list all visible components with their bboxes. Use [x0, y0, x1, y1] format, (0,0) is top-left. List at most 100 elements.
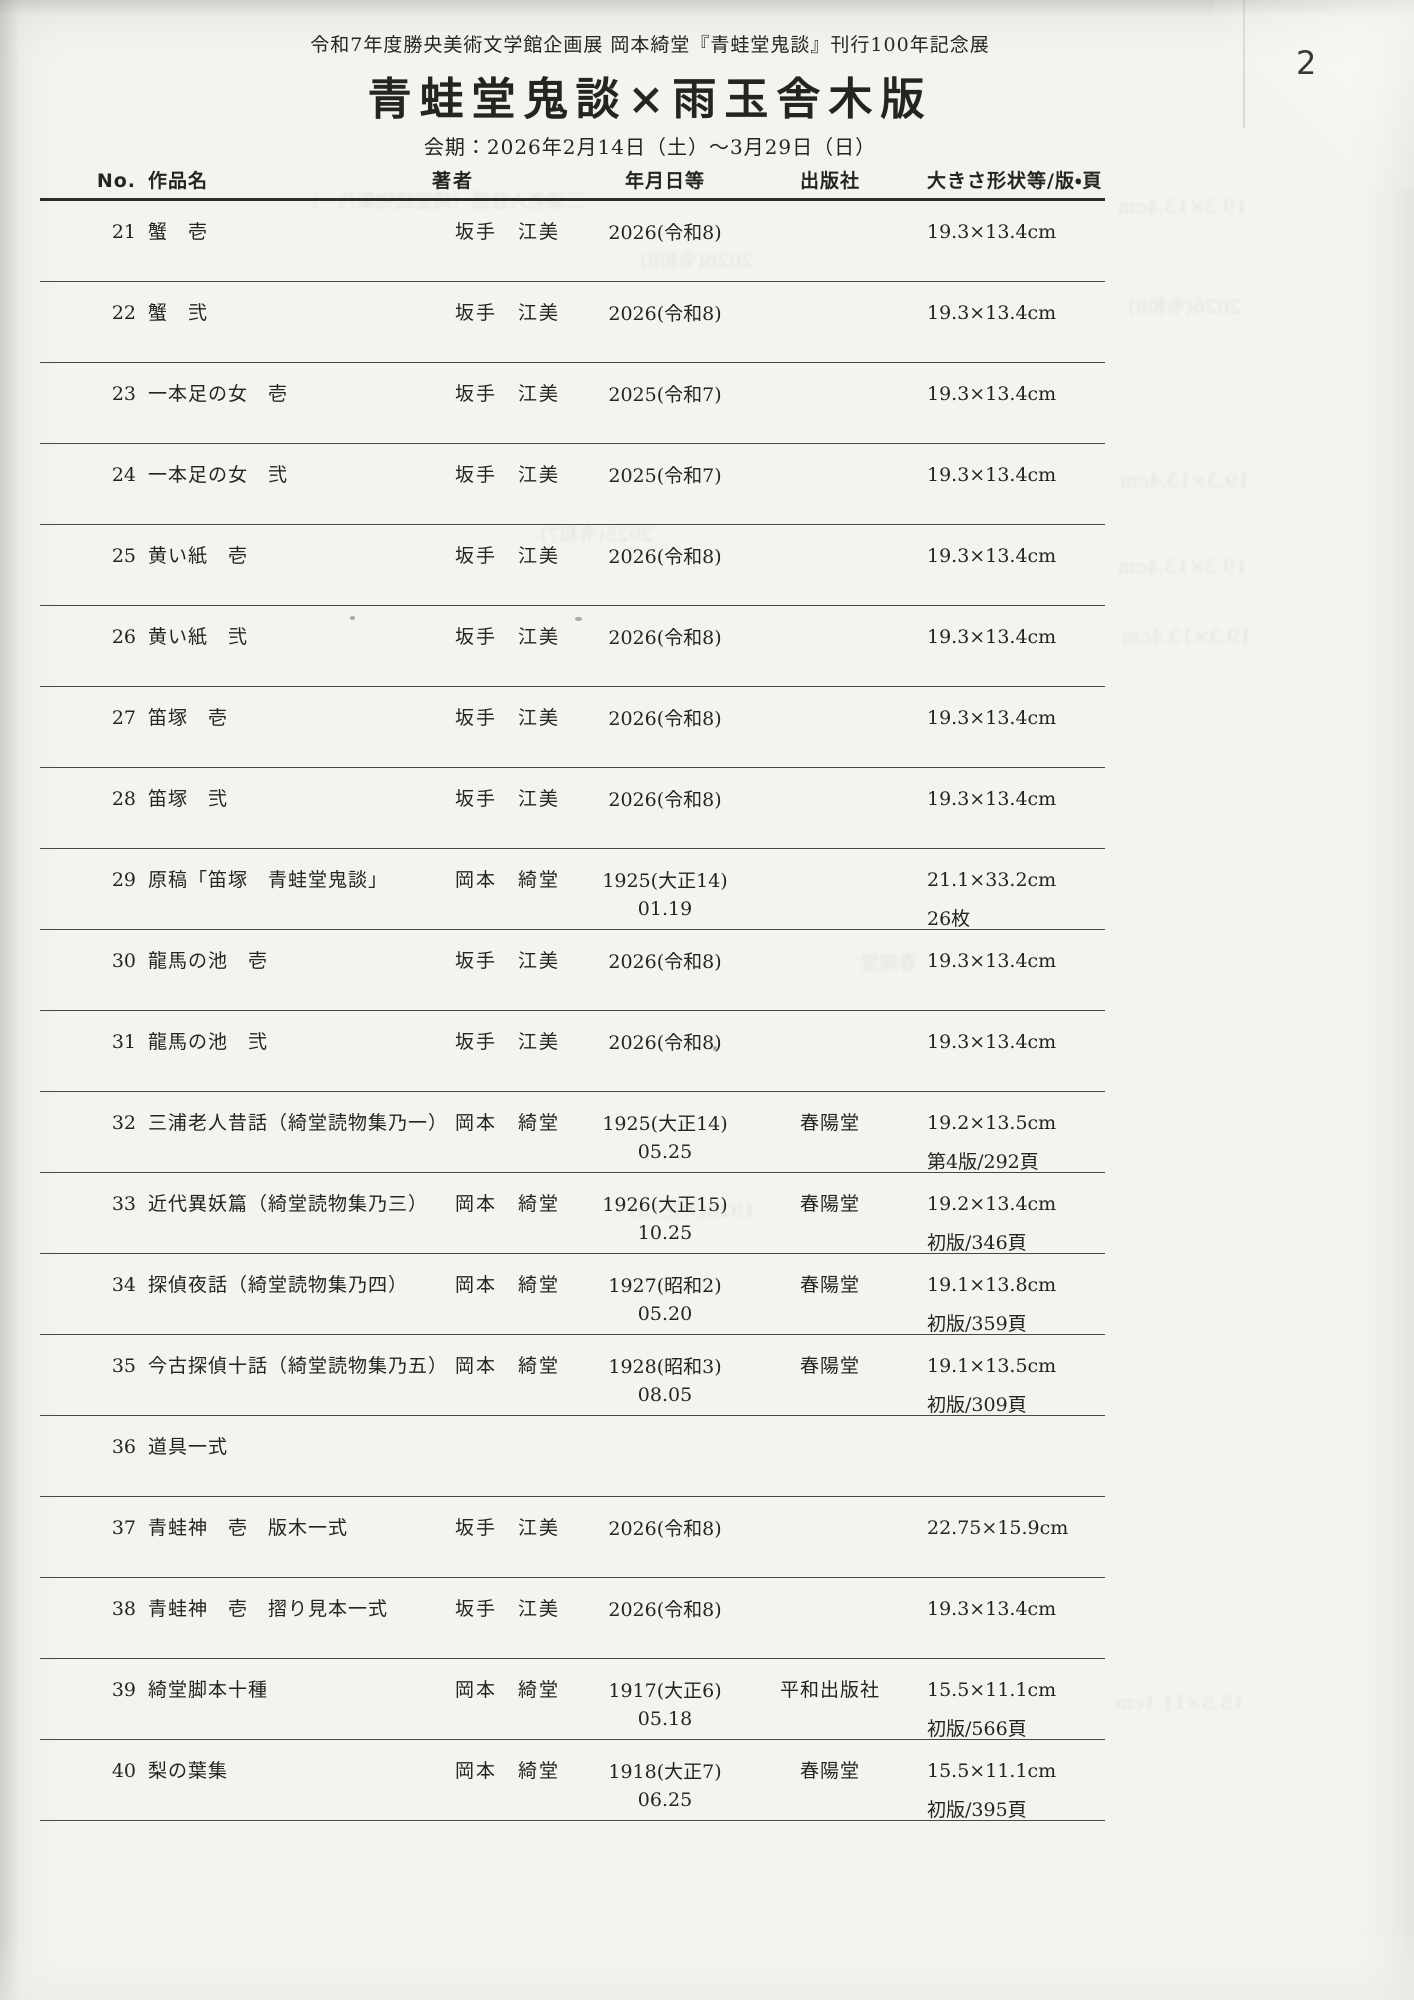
item-author: 岡本 綺堂: [430, 1659, 575, 1739]
item-author-text: 坂手 江美: [455, 707, 561, 729]
item-no: 26: [40, 606, 138, 686]
item-size-text: 26枚: [927, 908, 971, 930]
item-date: 1926(大正15) 10.25: [575, 1173, 755, 1253]
item-date: 2026(令和8): [575, 606, 755, 686]
item-size-text: 19.3×13.4cm: [927, 383, 1057, 405]
item-publisher: 春陽堂: [755, 1740, 905, 1820]
item-date: 2026(令和8): [575, 1497, 755, 1577]
item-size-text: 15.5×11.1cm: [927, 1679, 1057, 1701]
item-title: 梨の葉集: [138, 1740, 430, 1820]
item-date: 2026(令和8): [575, 1578, 755, 1658]
table-row: 32 三浦老人昔話（綺堂読物集乃一） 岡本 綺堂 1925(大正14) 05.25 春陽堂…: [40, 1092, 1105, 1173]
item-date-text: 2026(令和8): [608, 1599, 722, 1621]
item-publisher-text: 春陽堂: [799, 1112, 860, 1134]
item-size-text: 19.2×13.5cm: [927, 1112, 1057, 1134]
item-publisher: 春陽堂: [755, 1335, 905, 1415]
item-author: 岡本 綺堂: [430, 1254, 575, 1334]
bleed-through-artifact: 15.5×11.1cm: [1115, 1692, 1245, 1714]
item-date-text: 06.25: [637, 1789, 693, 1811]
table-row: 35 今古探偵十話（綺堂読物集乃五） 岡本 綺堂 1928(昭和3) 08.05 春陽堂 1…: [40, 1335, 1105, 1416]
bleed-through-artifact: 19.3×13.4cm: [1120, 470, 1250, 492]
item-date: 2026(令和8): [575, 930, 755, 1010]
bleed-through-artifact: 2026(令和8): [1128, 296, 1242, 318]
item-title: 三浦老人昔話（綺堂読物集乃一）: [138, 1092, 447, 1172]
item-date-text: 1925(大正14): [602, 1113, 728, 1135]
item-size: 19.3×13.4cm: [905, 606, 1105, 686]
item-no: 36: [40, 1416, 138, 1496]
item-title: 綺堂脚本十種: [138, 1659, 430, 1739]
item-publisher: [755, 849, 905, 929]
item-date-text: 2026(令和8): [608, 1518, 722, 1540]
item-size: 19.3×13.4cm: [905, 1578, 1105, 1658]
item-title-text: 一本足の女 弐: [148, 464, 289, 486]
item-date-text: 2026(令和8): [608, 222, 722, 244]
item-title-text: 龍馬の池 壱: [148, 950, 269, 972]
item-author-text: 坂手 江美: [455, 626, 561, 648]
item-no-text: 38: [111, 1598, 136, 1620]
item-author-text: 岡本 綺堂: [455, 1193, 561, 1215]
item-title: 原稿「笛塚 青蛙堂鬼談」: [138, 849, 430, 929]
item-title: 蟹 壱: [138, 201, 430, 281]
item-publisher: 平和出版社: [755, 1659, 905, 1739]
item-title: 笛塚 壱: [138, 687, 430, 767]
item-no-text: 34: [111, 1274, 136, 1296]
item-date: 1918(大正7) 06.25: [575, 1740, 755, 1820]
bleed-through-artifact: 19.3×13.4cm: [1118, 556, 1248, 578]
item-author-text: 坂手 江美: [455, 788, 561, 810]
table-row: 36 道具一式: [40, 1416, 1105, 1497]
item-date: 2026(令和8): [575, 687, 755, 767]
item-no-text: 24: [111, 464, 136, 486]
table-row: 25 黄い紙 壱 坂手 江美 2026(令和8) 19.3×13.4cm: [40, 525, 1105, 606]
item-author: 坂手 江美: [430, 687, 575, 767]
item-title-text: 梨の葉集: [148, 1760, 229, 1782]
item-no: 31: [40, 1011, 138, 1091]
item-author-text: 坂手 江美: [455, 383, 561, 405]
item-size: 19.3×13.4cm: [905, 687, 1105, 767]
item-author: 坂手 江美: [430, 606, 575, 686]
item-publisher: 春陽堂: [755, 1254, 905, 1334]
item-publisher-text: 春陽堂: [799, 1355, 860, 1377]
item-no-text: 35: [111, 1355, 136, 1377]
item-date-text: 1928(昭和3): [608, 1356, 722, 1378]
item-size-text: 22.75×15.9cm: [927, 1517, 1069, 1539]
item-publisher: [755, 930, 905, 1010]
item-no: 27: [40, 687, 138, 767]
item-date-text: 2025(令和7): [608, 384, 722, 406]
page-title: 青蛙堂鬼談×雨玉舎木版: [367, 74, 933, 125]
table-row: 31 龍馬の池 弐 坂手 江美 2026(令和8) 19.3×13.4cm: [40, 1011, 1105, 1092]
item-size-text: 19.3×13.4cm: [927, 626, 1057, 648]
item-author: 坂手 江美: [430, 1011, 575, 1091]
item-title: 黄い紙 壱: [138, 525, 430, 605]
item-no: 29: [40, 849, 138, 929]
item-publisher-text: 春陽堂: [799, 1760, 860, 1782]
column-header-publisher: 出版社: [799, 170, 860, 192]
table-row: 24 一本足の女 弐 坂手 江美 2025(令和7) 19.3×13.4cm: [40, 444, 1105, 525]
item-date-text: 1927(昭和2): [608, 1275, 722, 1297]
table-row: 38 青蛙神 壱 摺り見本一式 坂手 江美 2026(令和8) 19.3×13.4cm: [40, 1578, 1105, 1659]
item-size-text: 19.3×13.4cm: [927, 1031, 1057, 1053]
item-no: 30: [40, 930, 138, 1010]
item-publisher-text: 平和出版社: [779, 1679, 880, 1701]
item-title-text: 笛塚 弐: [148, 788, 229, 810]
table-row: 39 綺堂脚本十種 岡本 綺堂 1917(大正6) 05.18 平和出版社 15.5×11.…: [40, 1659, 1105, 1740]
item-no: 34: [40, 1254, 138, 1334]
item-size: 19.1×13.8cm 初版/359頁: [905, 1254, 1105, 1335]
item-size: 19.3×13.4cm: [905, 768, 1105, 848]
item-size: 19.3×13.4cm: [905, 363, 1105, 443]
item-no-text: 23: [111, 383, 136, 405]
column-header-size: 大きさ形状等/版・頁: [927, 170, 1103, 192]
item-author-text: 坂手 江美: [455, 950, 561, 972]
table-row: 34 探偵夜話（綺堂読物集乃四） 岡本 綺堂 1927(昭和2) 05.20 春陽堂 19.…: [40, 1254, 1105, 1335]
item-publisher: 春陽堂: [755, 1173, 905, 1253]
catalog-table: No. 作品名 著者 年月日等 出版社 大きさ形状等/版・頁 21 蟹 壱坂手 江美 2026…: [40, 140, 1105, 1821]
item-author: [430, 1416, 575, 1496]
table-row: 28 笛塚 弐 坂手 江美 2026(令和8) 19.3×13.4cm: [40, 768, 1105, 849]
item-title-text: 青蛙神 壱 摺り見本一式: [148, 1598, 389, 1620]
item-author: 坂手 江美: [430, 768, 575, 848]
item-title: 青蛙神 壱 摺り見本一式: [138, 1578, 430, 1658]
item-no-text: 40: [111, 1760, 136, 1782]
item-no-text: 33: [111, 1193, 136, 1215]
item-author: 坂手 江美: [430, 525, 575, 605]
item-author-text: 岡本 綺堂: [455, 1355, 561, 1377]
item-title: 道具一式: [138, 1416, 430, 1496]
